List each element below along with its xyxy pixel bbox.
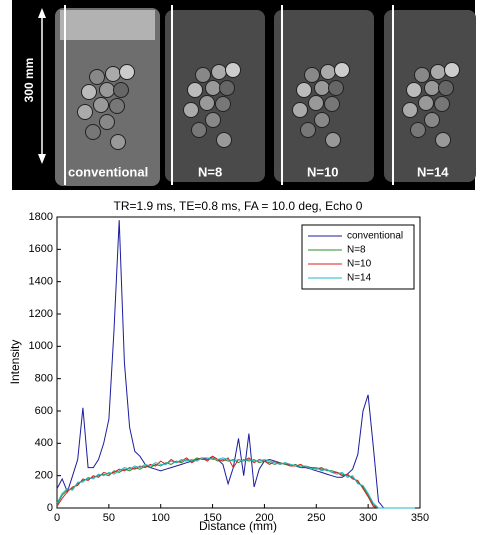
phantom-circle [105,66,121,82]
phantom-circle [110,134,126,150]
phantom-circle [219,80,235,96]
x-tick-label: 100 [152,512,170,524]
phantom-circle [406,82,422,98]
panel-label: N=10 [307,164,338,179]
phantom-circle [325,132,341,148]
series-line [56,220,415,509]
phantom-circle [77,104,93,120]
phantom-circle [119,64,135,80]
phantom-circle [81,84,97,100]
phantom-circle [109,98,125,114]
legend-label: N=14 [347,273,372,284]
phantom-circle [444,62,460,78]
panel-label: conventional [68,164,148,179]
phantom-circles [77,62,460,150]
x-tick-label: 200 [255,512,273,524]
phantom-circle [211,64,227,80]
phantom-circle [304,67,320,83]
y-tick-label: 1000 [29,340,53,352]
phantom-circle [93,97,109,113]
phantom-circle [430,64,446,80]
y-tick-label: 200 [35,470,53,482]
phantom-circle [296,82,312,98]
chart-title: TR=1.9 ms, TE=0.8 ms, FA = 10.0 deg, Ech… [114,199,363,213]
series-line [56,457,415,509]
y-axis-label: Intensity [8,340,22,385]
phantom-circle [85,124,101,140]
phantom-circle [300,122,316,138]
phantom-circle [89,69,105,85]
x-tick-label: 0 [54,512,60,524]
phantom-circle [414,67,430,83]
x-tick-label: 50 [103,512,115,524]
phantom-circle [410,122,426,138]
x-tick-label: 350 [411,512,429,524]
phantom-circle [113,82,129,98]
y-tick-label: 800 [35,373,53,385]
phantom-circle [402,102,418,118]
phantom-circle [418,95,434,111]
x-tick-label: 150 [203,512,221,524]
plot-frame [56,216,421,509]
y-tick-label: 600 [35,405,53,417]
x-axis-label: Distance (mm) [199,519,277,533]
phantom-circle [99,114,115,130]
y-tick-label: 0 [47,502,53,514]
phantom-circle [199,95,215,111]
phantom-circle [424,80,440,96]
legend-label: N=10 [347,259,372,270]
scale-label: 300 mm [22,58,36,103]
x-tick-label: 250 [307,512,325,524]
phantom-circle [205,112,221,128]
y-tick-label: 1800 [29,211,53,223]
phantom-circle [183,102,199,118]
phantom-circle [314,80,330,96]
y-tick-label: 1600 [29,243,53,255]
phantom-circle [434,96,450,112]
profile-lines [64,5,394,185]
phantom-circle [205,80,221,96]
phantom-circle [191,122,207,138]
phantom-circle [320,64,336,80]
y-tick-label: 1200 [29,308,53,320]
y-tick-label: 1400 [29,276,53,288]
phantom-circle [99,82,115,98]
phantom-circle [314,112,330,128]
series-line [56,455,415,509]
phantom-circle [334,62,350,78]
panel-label: N=14 [417,164,449,179]
phantom-circle [292,102,308,118]
legend-label: conventional [347,231,403,242]
phantom-circle [216,132,232,148]
phantom-circle [424,112,440,128]
phantom-circle [225,62,241,78]
phantom-circle [187,82,203,98]
phantom-circle [324,96,340,112]
phantom-circle [328,80,344,96]
x-tick-label: 300 [359,512,377,524]
y-tick-label: 400 [35,437,53,449]
phantom-circle [438,80,454,96]
phantom-circle [195,67,211,83]
phantom-circle [308,95,324,111]
legend-label: N=8 [347,245,366,256]
panel-label: N=8 [198,164,222,179]
phantom-circle [215,96,231,112]
phantom-circle [435,132,451,148]
series-line [56,457,415,509]
